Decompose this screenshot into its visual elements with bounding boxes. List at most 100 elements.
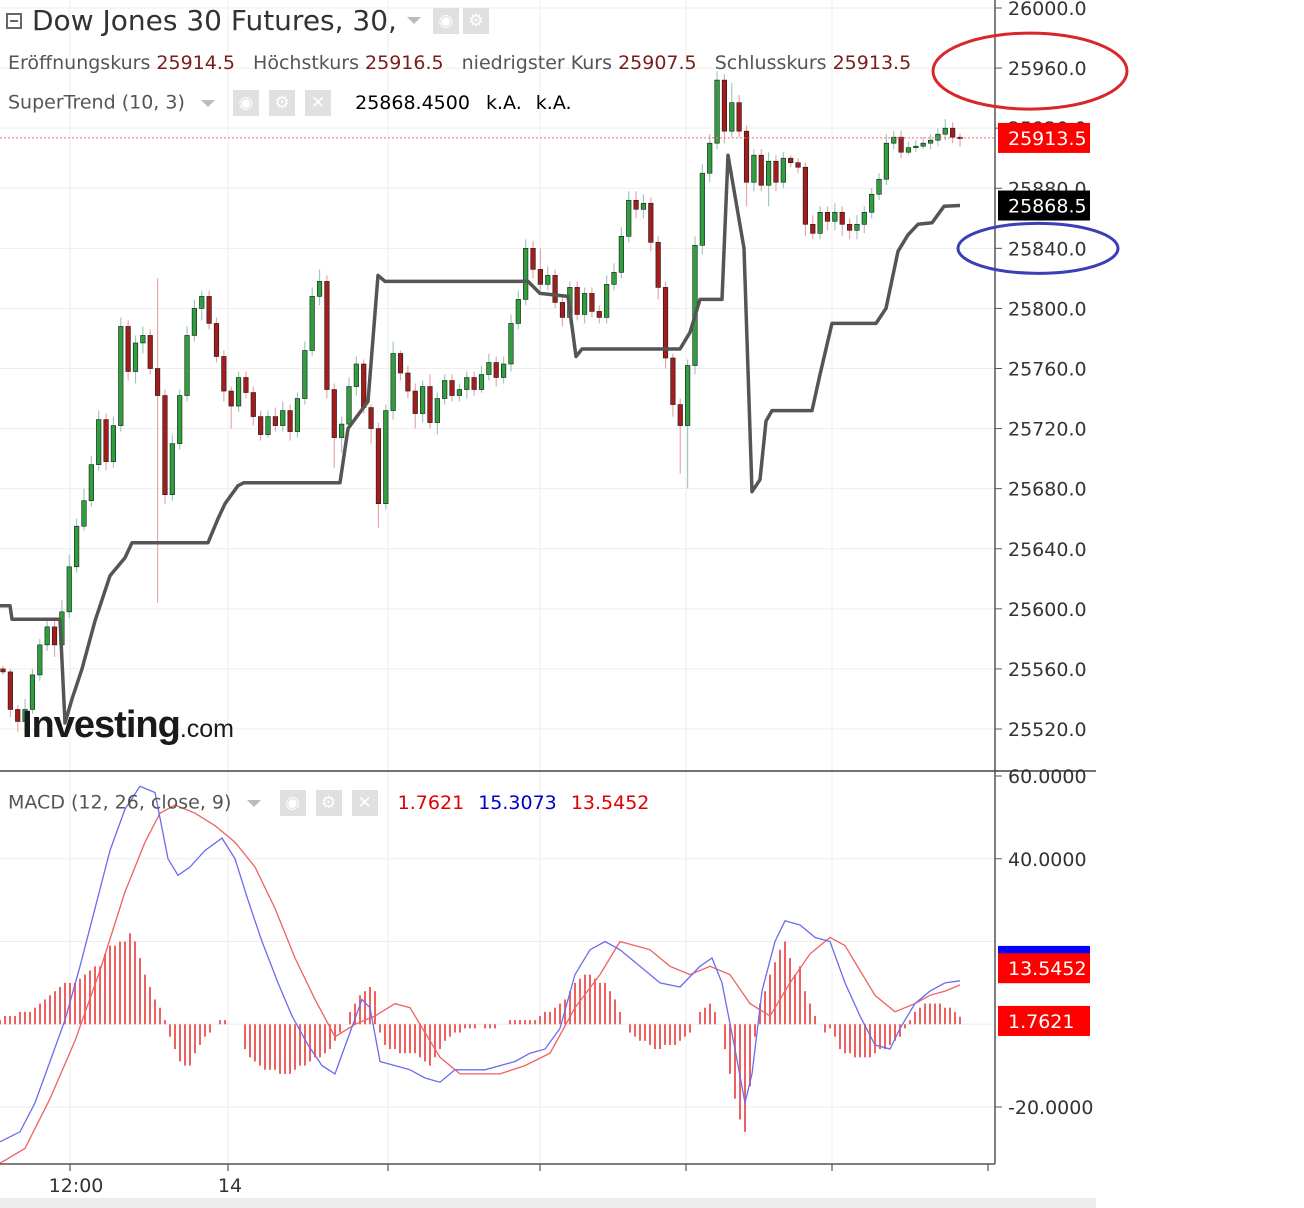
supertrend-extra-1: k.A. <box>486 91 522 114</box>
candle <box>140 326 146 354</box>
candle-body <box>523 248 529 300</box>
high-value: 25916.5 <box>365 52 444 74</box>
candle-body <box>324 281 330 390</box>
supertrend-path <box>0 153 961 725</box>
candle-body <box>213 323 220 357</box>
candle <box>883 134 889 186</box>
candle-body <box>942 127 948 135</box>
gear-icon[interactable]: ⚙ <box>269 90 296 116</box>
ohlc-legend: Eröffnungskurs 25914.5 Höchstkurs 25916.… <box>8 52 923 74</box>
low-value: 25907.5 <box>618 52 697 74</box>
close-icon[interactable]: ✕ <box>305 90 332 116</box>
candle-body <box>383 410 389 504</box>
candle <box>589 287 595 318</box>
scrollbar <box>0 1198 1096 1208</box>
candle-body <box>751 154 757 183</box>
candle <box>869 188 875 219</box>
candle-body <box>559 302 566 318</box>
candle <box>839 206 845 237</box>
candle-body <box>743 130 750 183</box>
eye-icon[interactable]: ◉ <box>279 790 306 816</box>
chevron-down-icon[interactable] <box>406 17 421 24</box>
candle <box>81 488 87 531</box>
candle-body <box>368 407 374 429</box>
macd-name[interactable]: MACD (12, 26, close, 9) <box>8 791 232 814</box>
candle <box>339 416 345 453</box>
price-tick-label: 25600.0 <box>1008 599 1087 621</box>
close-value: 25913.5 <box>832 52 912 74</box>
candle <box>118 317 124 432</box>
candle <box>905 141 912 156</box>
collapse-icon[interactable] <box>6 12 22 29</box>
candle-body <box>935 133 941 141</box>
candle <box>346 377 352 432</box>
candle-body <box>191 308 197 336</box>
candle <box>714 71 720 150</box>
candle-body <box>699 172 705 246</box>
candle-body <box>44 626 50 646</box>
candle-body <box>331 389 337 438</box>
candle <box>66 554 72 618</box>
gear-icon[interactable]: ⚙ <box>462 7 489 34</box>
candle <box>640 194 647 219</box>
candle-body <box>854 224 860 231</box>
candle <box>478 365 485 393</box>
candle-body <box>162 395 168 495</box>
candle <box>74 518 80 573</box>
supertrend-name[interactable]: SuperTrend (10, 3) <box>8 91 185 114</box>
candle-body <box>390 353 396 411</box>
candle-body <box>508 323 514 365</box>
candle <box>795 158 801 174</box>
candle <box>103 413 109 471</box>
price-tick-label: 25720.0 <box>1008 419 1087 441</box>
candle <box>611 263 617 291</box>
candle <box>302 341 308 405</box>
annotations <box>931 31 1129 275</box>
candle <box>96 410 102 471</box>
gear-icon[interactable]: ⚙ <box>315 790 342 816</box>
last-price-tag-label: 25913.5 <box>1008 128 1087 150</box>
candle-body <box>515 299 521 324</box>
candle-body <box>898 136 904 153</box>
eye-icon[interactable]: ◉ <box>432 7 459 34</box>
candle <box>552 269 558 309</box>
candle-body <box>920 142 926 147</box>
chevron-down-icon[interactable] <box>200 99 215 107</box>
candle-body <box>640 202 647 210</box>
candle-body <box>633 199 639 210</box>
candle <box>324 275 330 399</box>
candle <box>199 290 205 321</box>
candle-body <box>74 525 80 568</box>
candle-body <box>839 211 845 225</box>
candle-body <box>155 368 161 396</box>
close-icon[interactable]: ✕ <box>351 790 378 816</box>
candle-body <box>199 296 205 309</box>
candle-body <box>184 335 190 396</box>
candle <box>287 404 293 441</box>
candle <box>272 407 278 432</box>
candle <box>699 164 705 255</box>
candle <box>721 74 728 144</box>
high-label: Höchstkurs <box>253 52 359 74</box>
candle-body <box>464 377 470 390</box>
candle-body <box>228 390 234 407</box>
candle <box>891 131 897 150</box>
price-tick-label: 25560.0 <box>1008 659 1087 681</box>
time-tick-label: 12:00 <box>49 1175 104 1197</box>
candle <box>817 206 823 240</box>
macd-signal-value: 13.5452 <box>570 791 650 814</box>
candle-body <box>147 335 153 369</box>
price-tick-label: 25800.0 <box>1008 298 1087 320</box>
candle-body <box>846 224 853 231</box>
candle-body <box>817 211 823 234</box>
candle-body <box>302 350 308 399</box>
candle-body <box>280 410 286 426</box>
candle-body <box>110 425 117 462</box>
candle <box>110 416 117 468</box>
symbol-title: Dow Jones 30 Futures, 30, <box>32 4 397 37</box>
signal-value-tag: 13.5452 <box>998 953 1090 984</box>
candle <box>581 287 588 324</box>
chevron-down-icon[interactable] <box>247 799 262 807</box>
eye-icon[interactable]: ◉ <box>232 90 259 116</box>
